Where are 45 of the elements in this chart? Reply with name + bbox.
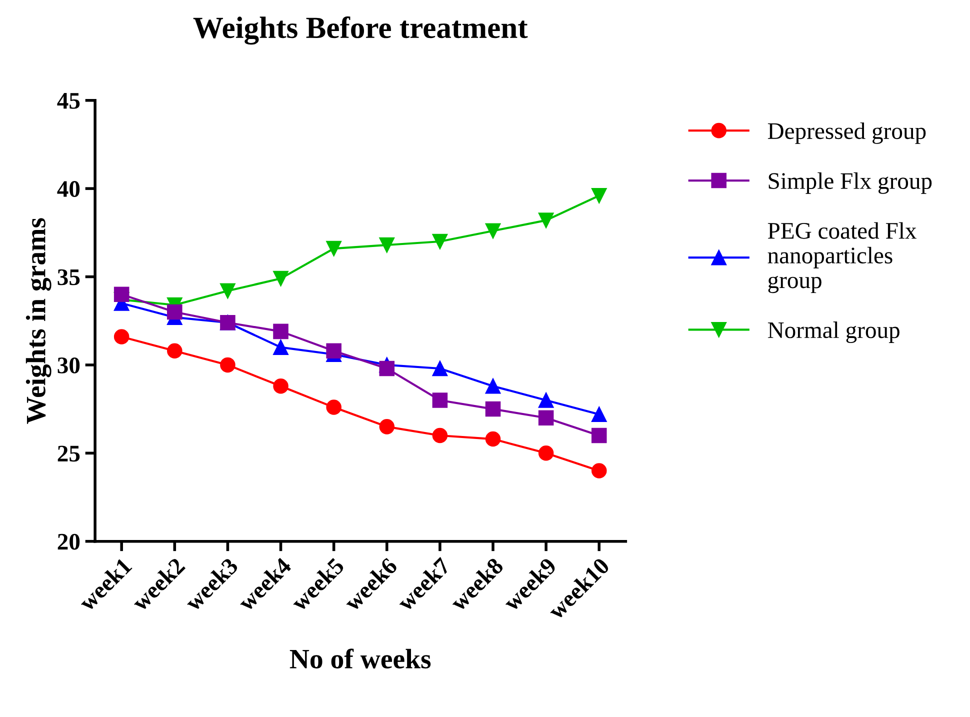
y-tick-label: 30 <box>58 357 80 374</box>
point <box>220 283 236 299</box>
point <box>220 357 236 373</box>
point <box>432 234 448 250</box>
point <box>432 360 448 376</box>
legend-label: Depressed group <box>768 122 926 144</box>
point <box>273 270 288 286</box>
point <box>167 343 182 358</box>
point <box>379 360 395 376</box>
point <box>485 223 501 239</box>
point <box>167 304 182 320</box>
point <box>114 286 130 302</box>
point <box>591 463 607 478</box>
y-tick-label: 20 <box>58 534 80 550</box>
point <box>485 431 501 447</box>
y-tick-label: 35 <box>58 269 80 286</box>
point <box>485 401 501 417</box>
x-axis-title: No of weeks <box>290 648 431 668</box>
point <box>273 340 288 355</box>
y-tick-label: 40 <box>57 181 80 197</box>
point <box>432 392 448 408</box>
legend-label: Simple Flx group <box>768 172 932 194</box>
legend-label: PEG coated Flx nanoparticles group <box>768 222 916 294</box>
point <box>379 419 395 434</box>
y-tick-label: 25 <box>58 446 80 462</box>
y-axis-title: Weights in grams <box>26 218 52 424</box>
point <box>114 329 130 344</box>
chart-title: Weights Before treatment <box>193 16 528 45</box>
point <box>591 406 607 422</box>
point <box>273 324 288 340</box>
point <box>326 240 342 256</box>
point <box>326 400 342 415</box>
point <box>538 410 554 426</box>
point <box>591 188 607 204</box>
point <box>538 446 554 461</box>
legend-label: Normal group <box>768 322 900 344</box>
point <box>273 378 288 394</box>
point <box>379 237 395 253</box>
point <box>538 392 554 408</box>
point <box>326 343 342 358</box>
y-tick-label: 45 <box>57 93 80 109</box>
point <box>538 212 554 228</box>
point <box>591 428 607 444</box>
point <box>485 378 501 394</box>
point <box>432 428 448 444</box>
